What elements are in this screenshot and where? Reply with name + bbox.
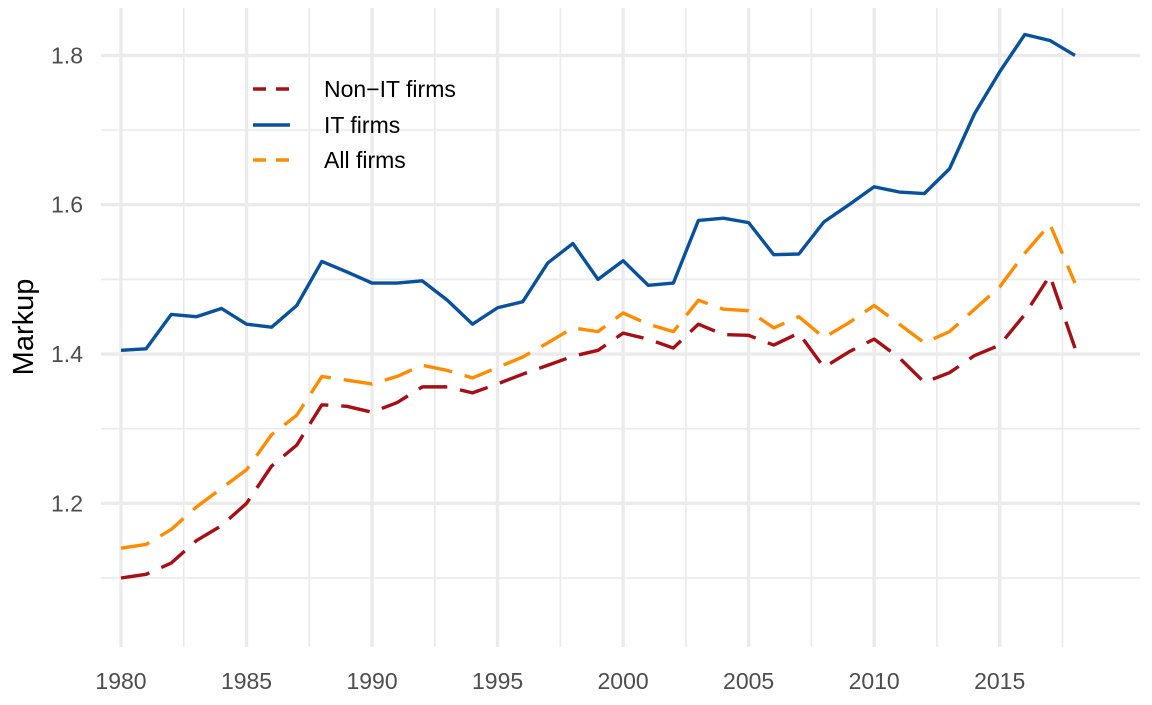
x-tick-label: 2000 [598, 668, 649, 694]
series-line-non-it-firms [120, 273, 1077, 580]
legend: Non−IT firms IT firms All firms [253, 76, 456, 173]
x-axis-tick-labels: 1980 1985 1990 1995 2000 2005 2010 2015 [95, 668, 1025, 694]
y-tick-label: 1.4 [51, 341, 83, 367]
legend-label: IT firms [324, 112, 400, 138]
x-tick-label: 1980 [95, 668, 146, 694]
y-tick-label: 1.6 [51, 192, 83, 218]
x-tick-label: 1985 [221, 668, 272, 694]
series-lines [120, 32, 1077, 580]
y-tick-label: 1.8 [51, 42, 83, 68]
series-line-it-firms [120, 32, 1076, 352]
y-axis-tick-labels: 1.2 1.4 1.6 1.8 [51, 42, 83, 516]
legend-label: Non−IT firms [324, 76, 456, 102]
x-tick-label: 2010 [849, 668, 900, 694]
x-tick-label: 2005 [723, 668, 774, 694]
y-tick-label: 1.2 [51, 490, 83, 516]
series-line-all-firms [120, 222, 1077, 550]
x-tick-label: 1995 [472, 668, 523, 694]
x-tick-label: 1990 [346, 668, 397, 694]
x-tick-label: 2015 [974, 668, 1025, 694]
y-axis-title: Markup [8, 279, 40, 376]
grid [101, 8, 1140, 647]
legend-label: All firms [324, 147, 406, 173]
